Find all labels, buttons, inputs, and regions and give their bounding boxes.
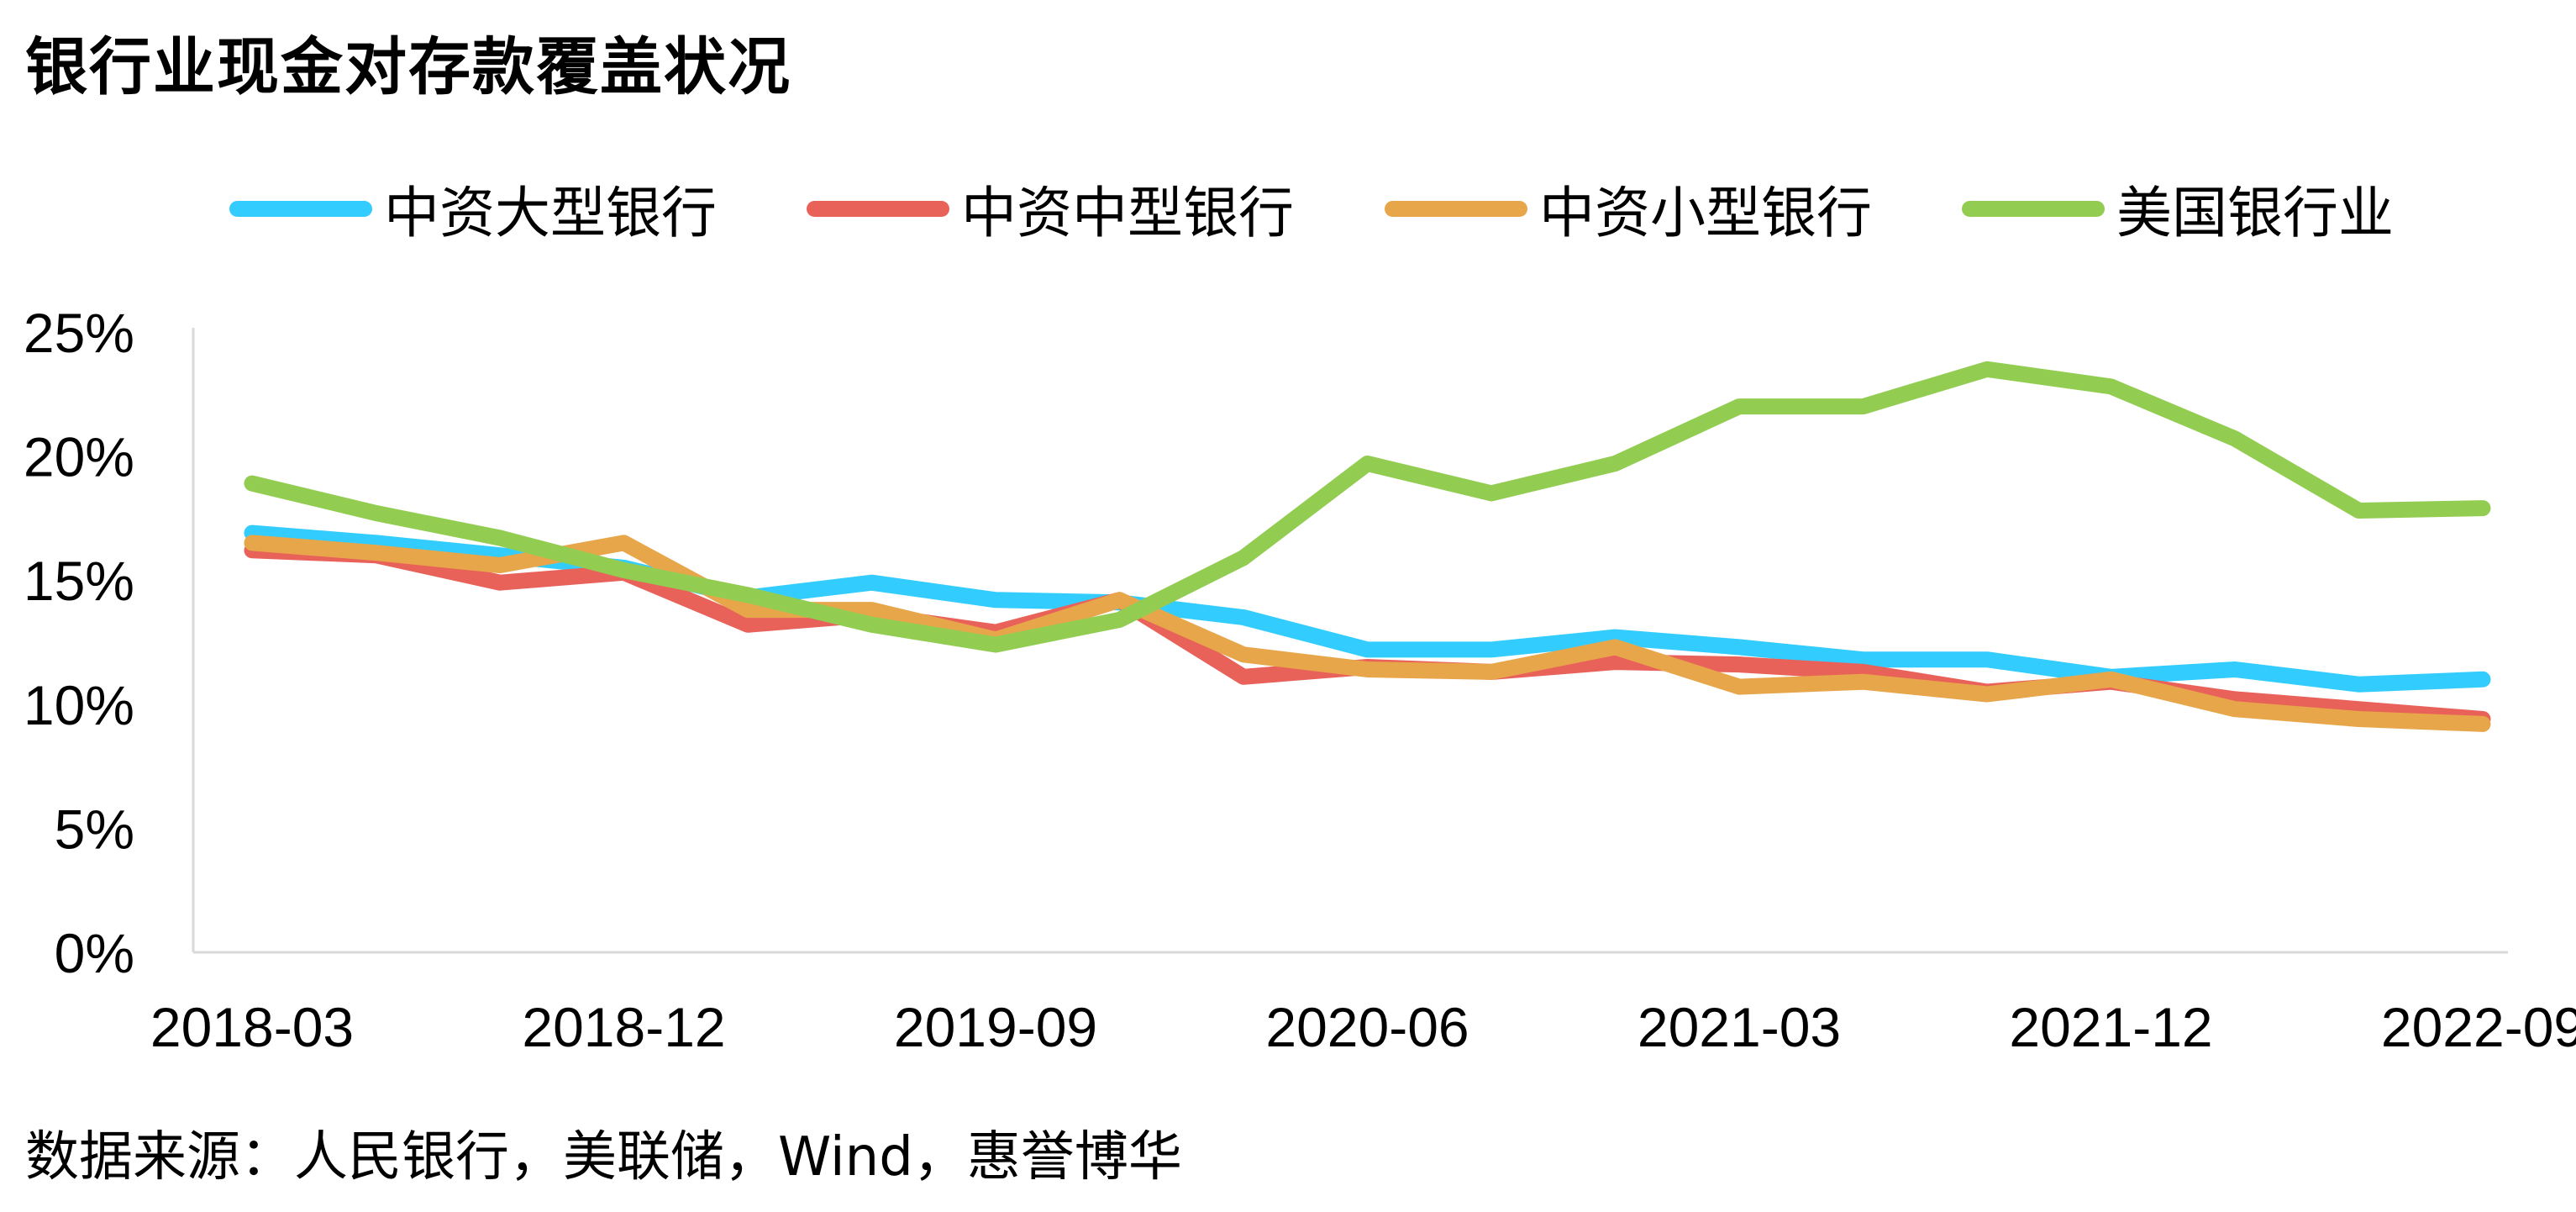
legend-swatch-large-banks — [229, 200, 372, 217]
y-tick-label: 20% — [24, 426, 134, 488]
y-tick-label: 10% — [24, 674, 134, 736]
x-tick-label: 2021-03 — [1638, 996, 1841, 1058]
legend-swatch-us-banks — [1962, 200, 2105, 217]
legend-label-large-banks: 中资大型银行 — [384, 181, 717, 245]
y-tick-label: 25% — [24, 302, 134, 364]
legend-swatch-medium-banks — [807, 200, 949, 217]
chart-axes — [192, 328, 2508, 954]
x-tick-label: 2020-06 — [1265, 996, 1469, 1058]
series-line-3 — [244, 361, 2491, 653]
y-tick-label: 5% — [55, 798, 134, 860]
legend-label-medium-banks: 中资中型银行 — [961, 181, 1294, 245]
legend-label-small-banks: 中资小型银行 — [1539, 181, 1872, 245]
y-tick-label: 15% — [24, 550, 134, 612]
legend-swatch-small-banks — [1385, 200, 1527, 217]
chart-title: 银行业现金对存款覆盖状况 — [25, 31, 791, 103]
line-chart: 0% 5% 10% 15% 20% 25% 2018-03 2018-12 2019-09 202… — [24, 302, 2576, 1058]
legend-item-large-banks: 中资大型银行 — [229, 166, 717, 250]
chart-tick-labels: 0% 5% 10% 15% 20% 25% 2018-03 2018-12 2019-09 202… — [24, 302, 2576, 1058]
series-line-2 — [244, 535, 2491, 732]
y-tick-label: 0% — [55, 922, 134, 984]
legend-item-us-banks: 美国银行业 — [1962, 166, 2394, 250]
x-tick-label: 2018-12 — [522, 996, 725, 1058]
chart-legend: 中资大型银行 中资中型银行 中资小型银行 美国银行业 — [0, 166, 2576, 250]
x-tick-label: 2022-09 — [2381, 996, 2576, 1058]
legend-item-medium-banks: 中资中型银行 — [807, 166, 1294, 250]
x-tick-label: 2018-03 — [150, 996, 354, 1058]
x-tick-label: 2019-09 — [894, 996, 1097, 1058]
x-tick-label: 2021-12 — [2009, 996, 2212, 1058]
chart-series — [244, 361, 2491, 732]
legend-label-us-banks: 美国银行业 — [2116, 181, 2394, 245]
data-source-note: 数据来源：人民银行，美联储，Wind，惠誉博华 — [25, 1126, 1182, 1188]
legend-item-small-banks: 中资小型银行 — [1385, 166, 1872, 250]
